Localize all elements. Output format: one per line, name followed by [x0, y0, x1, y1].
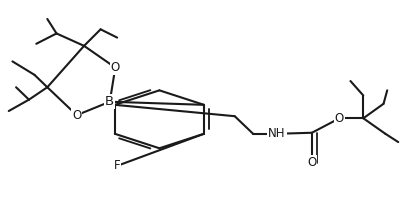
Text: O: O: [72, 109, 82, 122]
Text: B: B: [105, 95, 115, 108]
Text: O: O: [111, 61, 120, 74]
Text: F: F: [114, 159, 120, 172]
Text: O: O: [307, 156, 316, 169]
Text: NH: NH: [268, 127, 286, 140]
Text: O: O: [335, 112, 344, 125]
